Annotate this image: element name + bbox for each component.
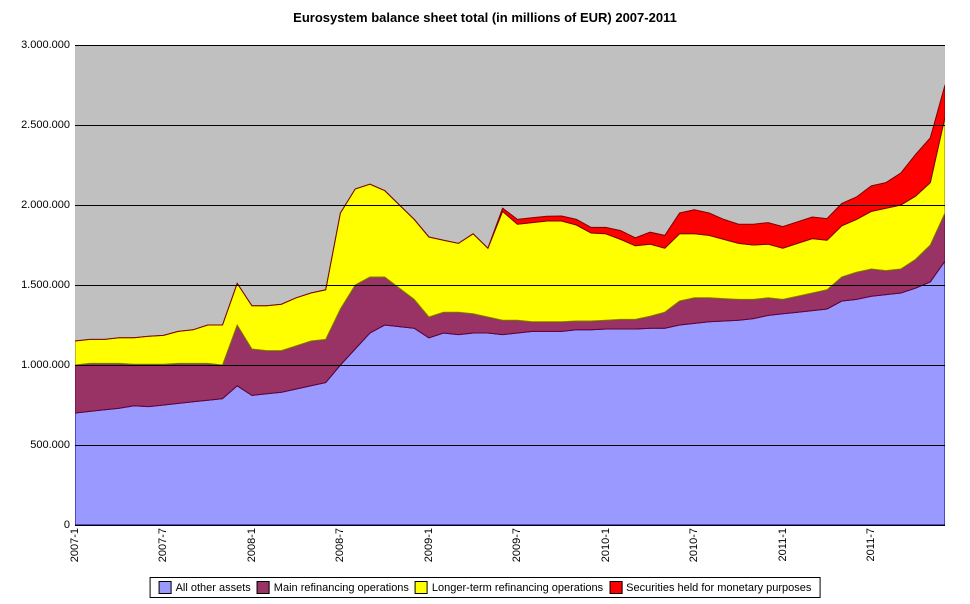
gridline (75, 445, 945, 446)
legend-swatch (159, 581, 172, 594)
y-axis-label: 0 (5, 519, 70, 531)
x-axis-label: 2007-1 (69, 528, 81, 562)
y-axis-label: 500.000 (5, 439, 70, 451)
legend-swatch (609, 581, 622, 594)
gridline (75, 125, 945, 126)
legend-swatch (257, 581, 270, 594)
chart-title: Eurosystem balance sheet total (in milli… (0, 10, 970, 25)
legend-item: Main refinancing operations (257, 581, 409, 594)
x-axis-label: 2009-1 (423, 528, 435, 562)
legend-label: All other assets (176, 582, 251, 594)
y-axis-label: 2.500.000 (5, 119, 70, 131)
x-axis-label: 2007-7 (157, 528, 169, 562)
legend: All other assets Main refinancing operati… (150, 577, 821, 598)
legend-item: All other assets (159, 581, 251, 594)
legend-swatch (415, 581, 428, 594)
x-axis-label: 2011-1 (777, 528, 789, 561)
x-axis-label: 2010-1 (600, 528, 612, 562)
chart-container: Eurosystem balance sheet total (in milli… (0, 0, 970, 604)
x-axis-label: 2008-1 (246, 528, 258, 562)
legend-item: Securities held for monetary purposes (609, 581, 811, 594)
plot-area (75, 45, 945, 525)
x-axis-label: 2010-7 (688, 528, 700, 562)
legend-label: Securities held for monetary purposes (626, 582, 811, 594)
x-axis-label: 2011-7 (865, 528, 877, 561)
gridline (75, 205, 945, 206)
legend-label: Main refinancing operations (274, 582, 409, 594)
gridline (75, 45, 945, 46)
gridline (75, 365, 945, 366)
legend-item: Longer-term refinancing operations (415, 581, 603, 594)
y-axis-label: 3.000.000 (5, 39, 70, 51)
y-axis-label: 1.000.000 (5, 359, 70, 371)
legend-label: Longer-term refinancing operations (432, 582, 603, 594)
y-axis-label: 2.000.000 (5, 199, 70, 211)
y-axis-label: 1.500.000 (5, 279, 70, 291)
gridline (75, 285, 945, 286)
x-axis-label: 2008-7 (334, 528, 346, 562)
gridline (75, 525, 945, 526)
x-axis-label: 2009-7 (511, 528, 523, 562)
